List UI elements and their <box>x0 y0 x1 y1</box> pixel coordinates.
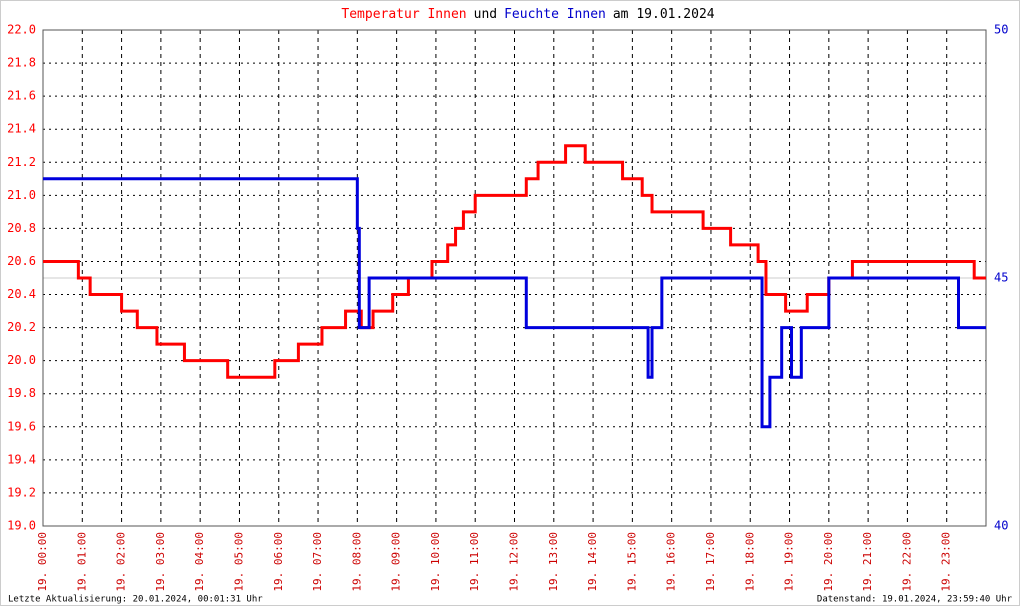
y-tick-label: 20.6 <box>7 254 36 268</box>
x-tick-label: 19. 13:00 <box>547 532 560 592</box>
y-tick-label: 20.8 <box>7 221 36 235</box>
x-tick-label: 19. 04:00 <box>193 532 206 592</box>
footer-left: Letzte Aktualisierung: 20.01.2024, 00:01… <box>8 595 263 605</box>
x-tick-label: 19. 19:00 <box>783 532 796 592</box>
x-tick-label: 19. 22:00 <box>900 532 913 592</box>
x-tick-label: 19. 09:00 <box>390 532 403 592</box>
title-part: Temperatur Innen <box>341 7 466 22</box>
x-tick-label: 19. 07:00 <box>311 532 324 592</box>
y-tick-label: 19.4 <box>7 452 36 466</box>
y-tick-label: 21.4 <box>7 122 36 136</box>
y2-tick-label: 45 <box>994 271 1008 285</box>
y2-tick-label: 50 <box>994 23 1008 37</box>
x-tick-label: 19. 16:00 <box>665 532 678 592</box>
y-tick-label: 19.8 <box>7 386 36 400</box>
x-tick-label: 19. 21:00 <box>861 532 874 592</box>
y-tick-label: 20.0 <box>7 353 36 367</box>
y2-tick-label: 40 <box>994 519 1008 533</box>
x-tick-label: 19. 23:00 <box>940 532 953 592</box>
title-part: und <box>474 7 497 22</box>
footer-right: Datenstand: 19.01.2024, 23:59:40 Uhr <box>817 595 1013 605</box>
chart-title: Temperatur Innen und Feuchte Innen am 19.01… <box>341 7 714 22</box>
x-tick-label: 19. 12:00 <box>508 532 521 592</box>
x-tick-label: 19. 20:00 <box>822 532 835 592</box>
x-tick-label: 19. 06:00 <box>272 532 285 592</box>
x-tick-label: 19. 08:00 <box>350 532 363 592</box>
x-tick-label: 19. 02:00 <box>115 532 128 592</box>
x-tick-label: 19. 17:00 <box>704 532 717 592</box>
x-tick-label: 19. 10:00 <box>429 532 442 592</box>
series-line <box>43 177 986 429</box>
y-tick-label: 19.0 <box>7 519 36 533</box>
x-tick-label: 19. 01:00 <box>75 532 88 592</box>
x-tick-label: 19. 05:00 <box>232 532 245 592</box>
x-tick-label: 19. 18:00 <box>743 532 756 592</box>
y-tick-label: 19.2 <box>7 485 36 499</box>
y-tick-label: 20.4 <box>7 287 36 301</box>
x-tick-label: 19. 15:00 <box>625 532 638 592</box>
y-tick-label: 21.2 <box>7 155 36 169</box>
y-tick-label: 21.0 <box>7 188 36 202</box>
x-tick-label: 19. 11:00 <box>468 532 481 592</box>
y-tick-label: 22.0 <box>7 23 36 37</box>
series-line <box>43 144 986 379</box>
x-tick-label: 19. 14:00 <box>586 532 599 592</box>
x-tick-label: 19. 00:00 <box>36 532 49 592</box>
title-part: Feuchte Innen <box>504 7 606 22</box>
x-tick-label: 19. 03:00 <box>154 532 167 592</box>
y-tick-label: 20.2 <box>7 320 36 334</box>
title-part: am 19.01.2024 <box>613 7 715 22</box>
y-tick-label: 21.6 <box>7 89 36 103</box>
y-tick-label: 21.8 <box>7 56 36 70</box>
y-tick-label: 19.6 <box>7 419 36 433</box>
